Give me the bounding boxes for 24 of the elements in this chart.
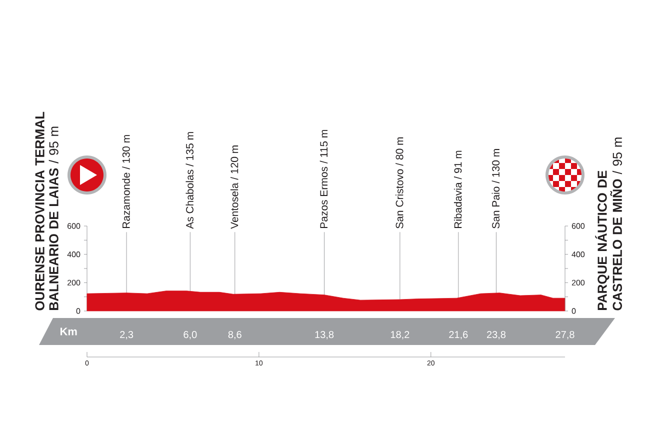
y-tick-label: 600 <box>68 223 80 229</box>
ref-line-label: San Paio / 130 m <box>492 149 500 228</box>
ref-line-label: Razamonde / 130 m <box>122 135 130 228</box>
y-tick-label: 0 <box>76 308 80 314</box>
y2-tick-label: 0 <box>572 308 576 314</box>
x-tick-label: 8,6 <box>228 331 242 340</box>
x-tick-label: 23,8 <box>486 331 506 340</box>
x-tick-label: 6,0 <box>184 331 197 340</box>
y-tick-label: 400 <box>67 252 80 258</box>
ref-line-label: Ventosela / 120 m <box>230 146 238 229</box>
y-tick-label: 200 <box>68 280 80 286</box>
ref-line-label: San Cristovo / 80 m <box>396 137 404 228</box>
x-tick-label: 13,8 <box>315 331 334 340</box>
x-axis-title: Km <box>60 328 77 336</box>
y2-tick-label: 400 <box>572 252 585 258</box>
y2-tick-label: 200 <box>572 280 585 286</box>
x-tick-label: 18,2 <box>390 331 410 340</box>
ref-line-label: As Chabolas / 135 m <box>186 132 194 229</box>
ref-line-label: Ribadavia / 91 m <box>454 150 462 228</box>
x-tick-label: 2,3 <box>120 331 134 340</box>
x-tick-label: 27,8 <box>556 331 574 340</box>
x-tick-label: 21,6 <box>449 331 468 340</box>
y2-tick-label: 600 <box>572 223 585 229</box>
ref-line-label: Pazos Ermos / 115 m <box>320 130 328 228</box>
